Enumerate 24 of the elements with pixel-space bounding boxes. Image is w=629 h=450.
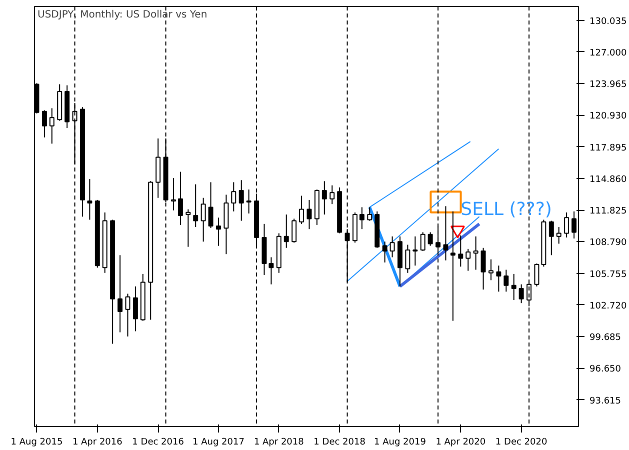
y-tick-label: 111.825 <box>590 206 627 217</box>
x-tick-label: 1 Aug 2017 <box>192 438 244 448</box>
y-tick-label: 96.650 <box>590 364 622 375</box>
y-tick-label: 123.965 <box>590 80 627 90</box>
x-tick-label: 1 Dec 2018 <box>314 438 366 448</box>
y-tick-label: 130.035 <box>590 16 627 27</box>
y-tick-label: 117.895 <box>590 143 627 154</box>
x-tick-label: 1 Apr 2016 <box>72 438 123 448</box>
x-tick-label: 1 Apr 2018 <box>254 438 304 448</box>
y-tick-label: 99.685 <box>590 333 621 344</box>
x-tick-label: 1 Aug 2015 <box>10 438 63 448</box>
y-tick-label: 120.930 <box>590 112 627 122</box>
x-tick-label: 1 Dec 2016 <box>132 438 184 448</box>
annotation: SELL (???) <box>460 198 552 220</box>
y-tick-label: 93.615 <box>590 396 621 406</box>
chart-title: USDJPY, Monthly: US Dollar vs Yen <box>38 10 208 20</box>
x-tick-label: 1 Dec 2020 <box>495 438 548 448</box>
x-tick-label: 1 Apr 2020 <box>436 438 486 448</box>
y-tick-label: 102.720 <box>590 301 627 312</box>
x-tick-label: 1 Aug 2019 <box>374 438 426 448</box>
y-tick-label: 108.790 <box>590 238 627 248</box>
y-tick-label: 105.755 <box>590 270 627 280</box>
y-tick-label: 114.860 <box>590 174 627 185</box>
y-tick-label: 127.000 <box>590 48 627 58</box>
